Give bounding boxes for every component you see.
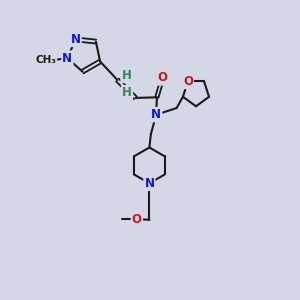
Text: O: O [183,75,193,88]
Text: N: N [62,52,72,64]
Text: N: N [151,108,161,121]
Text: H: H [122,86,132,99]
Text: O: O [157,71,167,84]
Text: H: H [122,69,131,82]
Text: N: N [70,33,81,46]
Text: N: N [144,177,154,190]
Text: CH₃: CH₃ [35,56,56,65]
Text: O: O [132,213,142,226]
